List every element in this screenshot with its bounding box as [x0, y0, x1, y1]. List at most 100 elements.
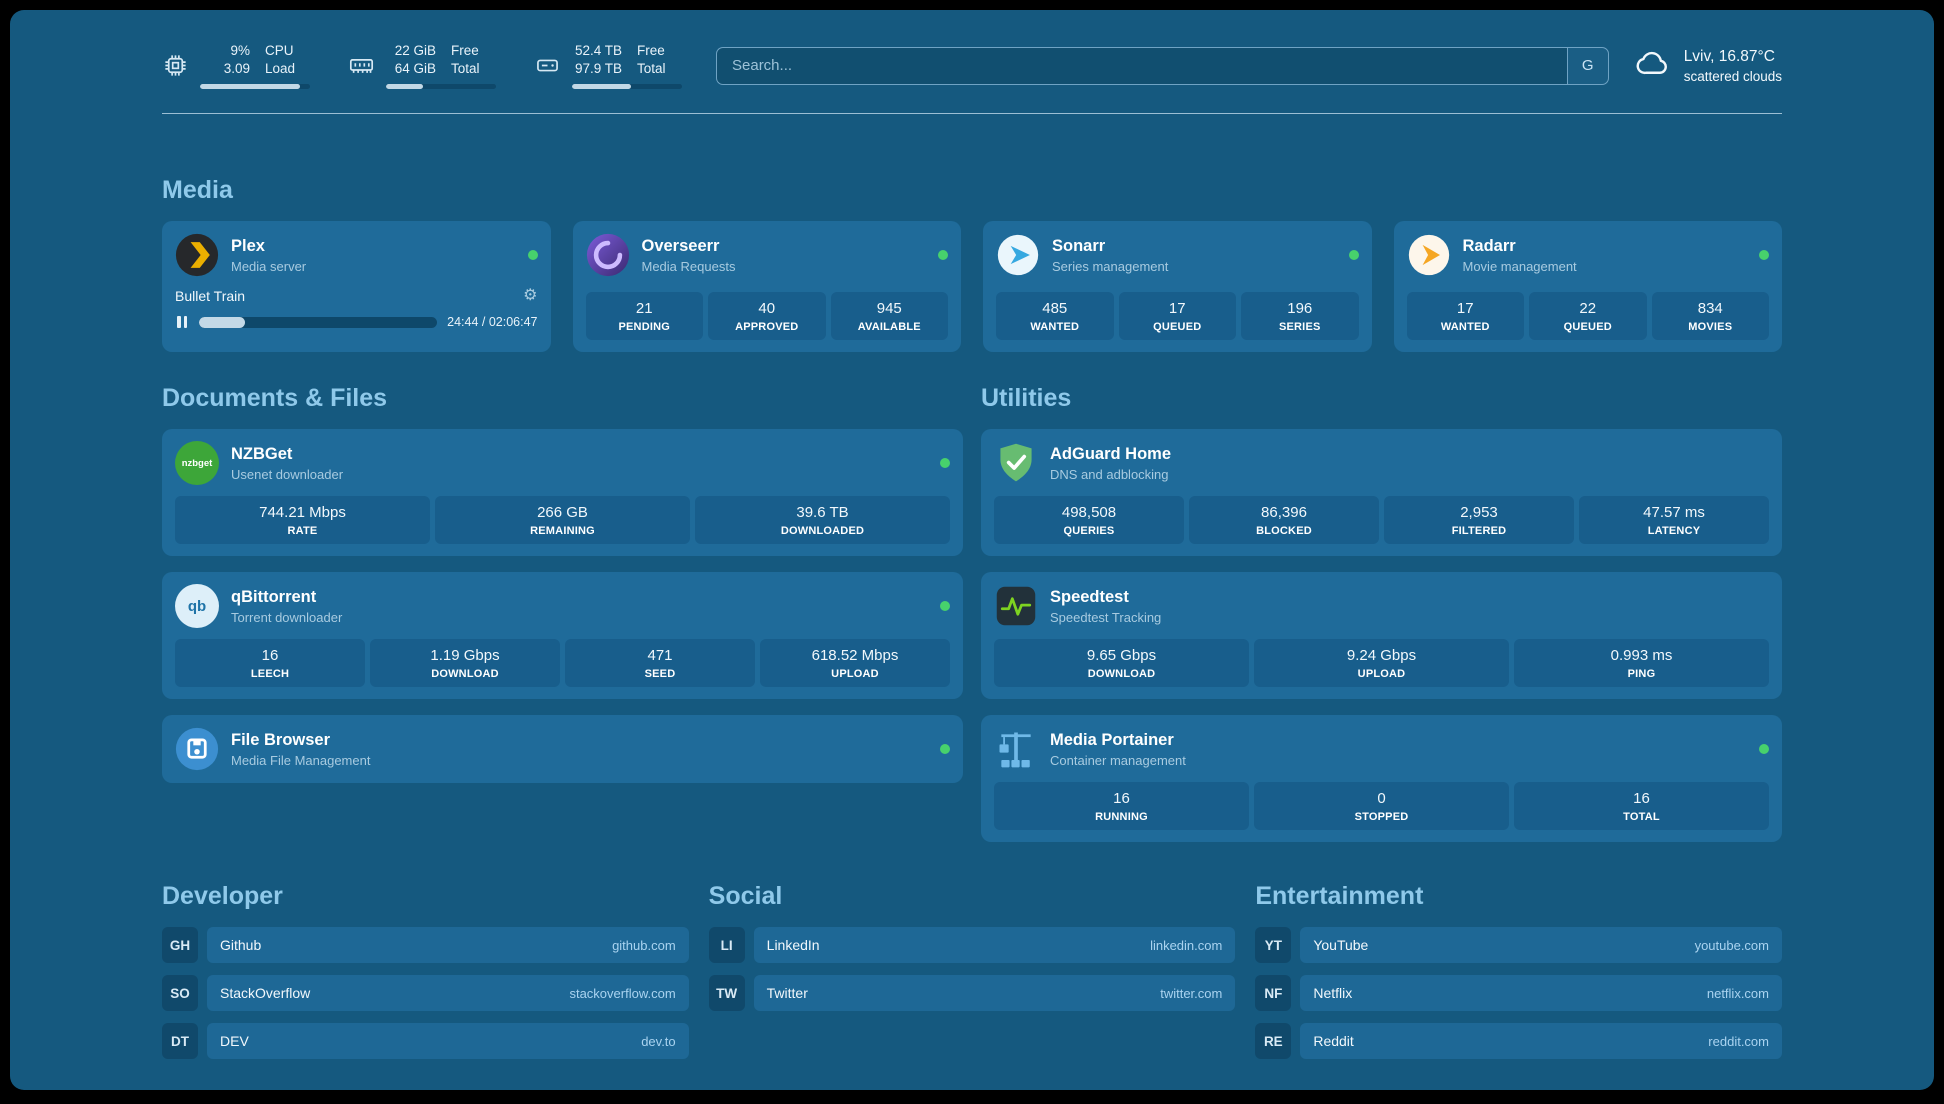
- memory-icon: [348, 52, 375, 79]
- netflix-abbr-icon: NF: [1255, 975, 1292, 1012]
- adguard-card[interactable]: AdGuard Home DNS and adblocking 498,508 …: [981, 429, 1782, 557]
- radarr-card[interactable]: Radarr Movie management 17 WANTED 22 QUE…: [1393, 221, 1782, 353]
- portainer-crane-icon: [994, 727, 1038, 771]
- bookmark-twitter[interactable]: TW Twitter twitter.com: [708, 975, 1236, 1012]
- cpu-metric: 9% 3.09 CPU Load: [162, 42, 310, 90]
- documents-heading: Documents & Files: [162, 384, 388, 413]
- stat-queries: 498,508 QUERIES: [994, 496, 1184, 545]
- qbittorrent-status-dot: [940, 601, 950, 612]
- qbittorrent-card[interactable]: qb qBittorrent Torrent downloader 16 LEE…: [162, 572, 963, 700]
- radarr-status-dot: [1759, 250, 1769, 261]
- topbar-divider: [162, 113, 1782, 115]
- section-entertainment: Entertainment YT YouTube youtube.com NF …: [1255, 882, 1782, 1071]
- section-media: Media Plex Media server: [162, 176, 1782, 353]
- filebrowser-card[interactable]: File Browser Media File Management: [162, 715, 963, 784]
- cpu-value-load: 3.09: [223, 61, 250, 77]
- disk-label-2: Total: [637, 61, 666, 77]
- stat-remaining: 266 GB REMAINING: [435, 496, 690, 545]
- portainer-title: Media Portainer: [1050, 730, 1174, 749]
- disk-progress-fill: [572, 84, 632, 90]
- playback-progress-bar[interactable]: [199, 316, 438, 328]
- bookmark-domain: youtube.com: [1694, 937, 1769, 953]
- portainer-subtitle: Container management: [1050, 752, 1186, 768]
- stat-wanted: 17 WANTED: [1406, 292, 1524, 341]
- bookmark-linkedin[interactable]: LI LinkedIn linkedin.com: [708, 927, 1236, 964]
- stat-filtered: 2,953 FILTERED: [1384, 496, 1574, 545]
- weather-condition: scattered clouds: [1683, 68, 1782, 84]
- bookmark-domain: linkedin.com: [1150, 937, 1223, 953]
- bookmark-github[interactable]: GH Github github.com: [162, 927, 689, 964]
- section-developer: Developer GH Github github.com SO StackO…: [162, 882, 689, 1071]
- weather-location: Lviv, 16.87°C: [1683, 47, 1775, 65]
- stat-downloaded: 39.6 TB DOWNLOADED: [695, 496, 950, 545]
- section-documents: Documents & Files nzbget NZBGet Usenet d…: [162, 384, 963, 842]
- twitter-abbr-icon: TW: [708, 975, 745, 1012]
- stat-total: 16 TOTAL: [1514, 782, 1769, 831]
- developer-heading: Developer: [162, 882, 283, 911]
- plex-now-playing: Bullet Train ⚙ 24:44 / 02:06:47: [175, 288, 538, 330]
- stat-approved: 40 APPROVED: [708, 292, 826, 341]
- ram-metric: 22 GiB 64 GiB Free Total: [348, 42, 496, 90]
- reddit-abbr-icon: RE: [1255, 1023, 1292, 1060]
- bookmark-dev[interactable]: DT DEV dev.to: [162, 1023, 689, 1060]
- nzbget-title: NZBGet: [231, 444, 293, 463]
- portainer-status-dot: [1759, 744, 1769, 755]
- cpu-label-1: CPU: [265, 43, 294, 58]
- nzbget-icon: nzbget: [175, 441, 219, 486]
- settings-gear-icon[interactable]: ⚙: [523, 287, 538, 305]
- radarr-title: Radarr: [1462, 236, 1516, 255]
- system-metrics: 9% 3.09 CPU Load: [162, 42, 682, 90]
- plex-status-dot: [527, 250, 538, 261]
- speedtest-icon: [994, 584, 1038, 628]
- cpu-progress-bar: [200, 84, 310, 90]
- nzbget-status-dot: [940, 458, 950, 469]
- bookmark-netflix[interactable]: NF Netflix netflix.com: [1255, 975, 1782, 1012]
- adguard-title: AdGuard Home: [1050, 444, 1172, 463]
- filebrowser-status-dot: [940, 744, 950, 755]
- sonarr-icon: [996, 233, 1040, 277]
- cpu-chip-icon: [162, 52, 189, 79]
- stat-download: 9.65 Gbps DOWNLOAD: [994, 639, 1249, 688]
- overseerr-card[interactable]: Overseerr Media Requests 21 PENDING 40 A…: [572, 221, 961, 353]
- media-heading: Media: [162, 176, 233, 205]
- stat-movies: 834 MOVIES: [1651, 292, 1769, 341]
- bookmark-domain: netflix.com: [1706, 985, 1769, 1001]
- sonarr-card[interactable]: Sonarr Series management 485 WANTED 17 Q…: [983, 221, 1372, 353]
- ram-label-2: Total: [451, 61, 480, 77]
- bookmark-name: YouTube: [1313, 937, 1369, 954]
- topbar: 9% 3.09 CPU Load: [162, 10, 1782, 90]
- playback-progress-fill: [199, 316, 246, 328]
- bookmark-stackoverflow[interactable]: SO StackOverflow stackoverflow.com: [162, 975, 689, 1012]
- portainer-card[interactable]: Media Portainer Container management 16 …: [981, 715, 1782, 843]
- stat-stopped: 0 STOPPED: [1254, 782, 1509, 831]
- bookmark-youtube[interactable]: YT YouTube youtube.com: [1255, 927, 1782, 964]
- bookmark-reddit[interactable]: RE Reddit reddit.com: [1255, 1023, 1782, 1060]
- playback-time: 24:44 / 02:06:47: [447, 315, 538, 330]
- speedtest-card[interactable]: Speedtest Speedtest Tracking 9.65 Gbps D…: [981, 572, 1782, 700]
- dev-abbr-icon: DT: [162, 1023, 198, 1060]
- nzbget-card[interactable]: nzbget NZBGet Usenet downloader 744.21 M…: [162, 429, 963, 557]
- github-abbr-icon: GH: [162, 927, 198, 964]
- pause-button[interactable]: [175, 314, 189, 330]
- stat-queued: 17 QUEUED: [1118, 292, 1236, 341]
- plex-subtitle: Media server: [231, 258, 307, 274]
- qbittorrent-subtitle: Torrent downloader: [231, 609, 343, 625]
- stat-leech: 16 LEECH: [175, 639, 365, 688]
- search-input[interactable]: [716, 46, 1567, 85]
- stat-available: 945 AVAILABLE: [830, 292, 948, 341]
- bookmark-name: Twitter: [766, 985, 808, 1002]
- plex-card[interactable]: Plex Media server Bullet Train ⚙: [162, 221, 551, 353]
- weather-widget: Lviv, 16.87°C scattered clouds: [1635, 45, 1782, 86]
- filebrowser-subtitle: Media File Management: [231, 752, 371, 768]
- search-engine-button[interactable]: G: [1566, 46, 1609, 85]
- sonarr-status-dot: [1348, 250, 1359, 261]
- youtube-abbr-icon: YT: [1255, 927, 1292, 964]
- stat-running: 16 RUNNING: [994, 782, 1249, 831]
- disk-progress-bar: [572, 84, 682, 90]
- bookmark-name: DEV: [220, 1033, 249, 1050]
- stat-ping: 0.993 ms PING: [1514, 639, 1769, 688]
- entertainment-heading: Entertainment: [1255, 882, 1424, 911]
- stat-latency: 47.57 ms LATENCY: [1579, 496, 1769, 545]
- radarr-icon: [1407, 233, 1451, 277]
